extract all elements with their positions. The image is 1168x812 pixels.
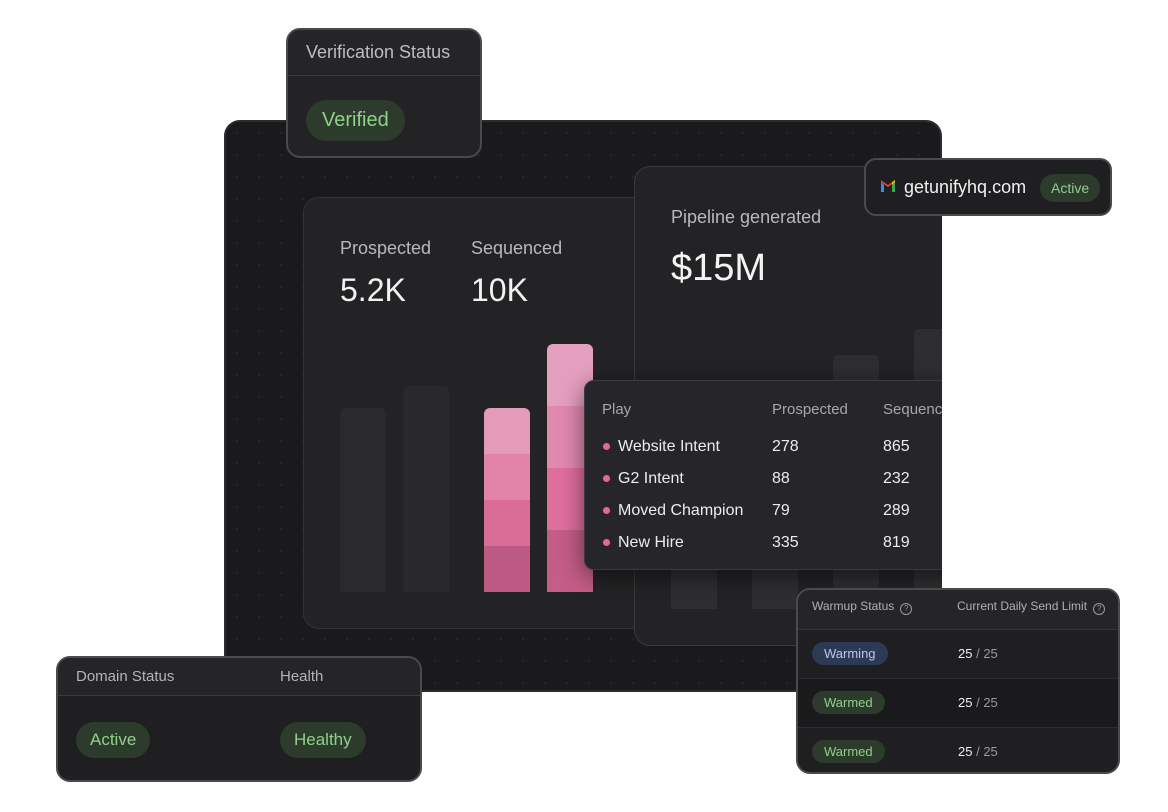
sequenced-count: 819 (883, 534, 910, 551)
play-name: Moved Champion (618, 502, 744, 519)
help-icon[interactable]: ? (1093, 603, 1106, 615)
send-limit-header: Current Daily Send Limit? (957, 599, 1106, 615)
table-row[interactable]: New Hire 335 819 (585, 527, 942, 559)
prospected-count: 88 (772, 470, 790, 487)
help-icon[interactable]: ? (900, 603, 913, 615)
warmup-table: Warmup Status? Current Daily Send Limit?… (796, 588, 1120, 774)
prospected-value: 5.2K (340, 272, 406, 308)
sequenced-value: 10K (471, 272, 528, 308)
warming-badge: Warming (812, 642, 888, 665)
prospected-count: 79 (772, 502, 790, 519)
domain-chip[interactable]: getunifyhq.com Active (864, 158, 1112, 216)
table-row[interactable]: Warming 25 / 25 (798, 630, 1118, 679)
prospected-count: 335 (772, 534, 799, 551)
play-table: Play Prospected Sequenced Website Intent… (584, 380, 942, 570)
domain-status-card: Domain Status Health Active Healthy (56, 656, 422, 782)
bullet-dot (603, 507, 610, 514)
pipeline-value: $15M (671, 247, 767, 289)
domain-status-header: Domain Status (76, 668, 175, 685)
health-header: Health (280, 668, 324, 685)
table-row[interactable]: Moved Champion 79 289 (585, 495, 942, 527)
table-row[interactable]: Website Intent 278 865 (585, 431, 942, 463)
verification-status-card: Verification Status Verified (286, 28, 482, 158)
sequenced-count: 865 (883, 438, 910, 455)
play-column-header: Play (602, 401, 632, 418)
bullet-dot (603, 443, 610, 450)
play-name: G2 Intent (618, 470, 684, 487)
table-row[interactable]: Warmed 25 / 25 (798, 679, 1118, 728)
sequenced-column-header: Sequenced (883, 401, 942, 418)
play-name: New Hire (618, 534, 684, 551)
domain-active-badge: Active (76, 722, 151, 758)
chart-bar-pink-1 (484, 408, 530, 592)
chart-bar-gray-1 (340, 408, 386, 592)
warmed-badge: Warmed (812, 691, 885, 714)
pipeline-label: Pipeline generated (671, 207, 822, 227)
sequenced-count: 232 (883, 470, 910, 487)
domain-name: getunifyhq.com (904, 177, 1027, 197)
warmed-badge: Warmed (812, 740, 885, 763)
send-limit-value: 25 / 25 (958, 646, 998, 661)
send-limit-value: 25 / 25 (958, 695, 998, 710)
domain-active-badge: Active (1040, 174, 1101, 202)
health-badge: Healthy (280, 722, 366, 758)
bullet-dot (603, 475, 610, 482)
play-name: Website Intent (618, 438, 720, 455)
sequenced-label: Sequenced (471, 238, 563, 258)
sequenced-count: 289 (883, 502, 910, 519)
send-limit-value: 25 / 25 (958, 744, 998, 759)
prospected-column-header: Prospected (772, 401, 848, 418)
prospected-label: Prospected (340, 238, 432, 258)
verified-badge: Verified (306, 100, 405, 141)
prospected-count: 278 (772, 438, 799, 455)
table-row[interactable]: Warmed 25 / 25 (798, 728, 1118, 772)
verification-status-title: Verification Status (288, 30, 480, 76)
gmail-icon (881, 180, 895, 192)
chart-bar-gray-2 (403, 386, 449, 592)
table-row[interactable]: G2 Intent 88 232 (585, 463, 942, 495)
bullet-dot (603, 539, 610, 546)
warmup-status-header: Warmup Status? (812, 599, 913, 615)
